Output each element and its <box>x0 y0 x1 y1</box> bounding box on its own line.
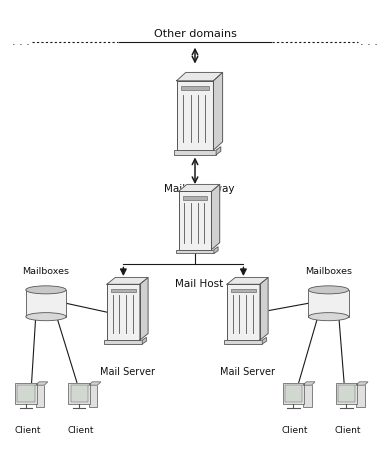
Bar <box>26 290 66 317</box>
Polygon shape <box>213 72 223 150</box>
Bar <box>68 382 90 404</box>
Bar <box>176 250 214 253</box>
Text: Client: Client <box>67 426 94 435</box>
Bar <box>71 385 88 402</box>
Text: Client: Client <box>335 426 361 435</box>
Bar <box>183 196 207 200</box>
Polygon shape <box>107 278 148 284</box>
Polygon shape <box>262 338 266 344</box>
Bar <box>111 289 136 292</box>
Polygon shape <box>36 382 48 385</box>
Ellipse shape <box>26 313 66 321</box>
Bar <box>282 382 304 404</box>
Bar <box>15 382 37 404</box>
Polygon shape <box>214 247 218 253</box>
Text: Client: Client <box>282 426 308 435</box>
Bar <box>181 86 209 90</box>
Bar <box>285 385 302 402</box>
Bar <box>303 385 312 406</box>
Polygon shape <box>142 338 146 344</box>
Polygon shape <box>89 382 101 385</box>
Polygon shape <box>303 382 315 385</box>
Bar <box>231 289 256 292</box>
Ellipse shape <box>26 286 66 294</box>
Text: . . .: . . . <box>360 36 378 47</box>
Ellipse shape <box>308 286 349 294</box>
Text: Mail Server: Mail Server <box>220 367 275 377</box>
Polygon shape <box>211 184 220 250</box>
Polygon shape <box>260 278 268 340</box>
Polygon shape <box>216 147 221 155</box>
Bar <box>338 385 355 402</box>
Text: Client: Client <box>14 426 41 435</box>
Bar <box>227 284 260 340</box>
Text: . . .: . . . <box>12 36 30 47</box>
Text: Mail Host: Mail Host <box>175 279 223 288</box>
Bar <box>308 290 349 317</box>
Text: Mail Server: Mail Server <box>100 367 155 377</box>
Bar <box>105 340 142 344</box>
Bar <box>36 385 44 406</box>
Bar <box>225 340 262 344</box>
Polygon shape <box>179 184 220 191</box>
Polygon shape <box>140 278 148 340</box>
Polygon shape <box>356 382 368 385</box>
Text: Mailboxes: Mailboxes <box>22 267 69 276</box>
Bar <box>356 385 365 406</box>
Bar <box>174 150 216 155</box>
Polygon shape <box>177 72 223 81</box>
Bar <box>89 385 98 406</box>
Text: Other domains: Other domains <box>154 29 236 39</box>
Ellipse shape <box>308 313 349 321</box>
Bar <box>179 191 211 250</box>
Bar <box>107 284 140 340</box>
Text: Mailboxes: Mailboxes <box>305 267 352 276</box>
Bar <box>18 385 35 402</box>
Bar <box>336 382 357 404</box>
Polygon shape <box>227 278 268 284</box>
Bar <box>177 81 213 150</box>
Text: Mail Gateway: Mail Gateway <box>164 184 234 194</box>
